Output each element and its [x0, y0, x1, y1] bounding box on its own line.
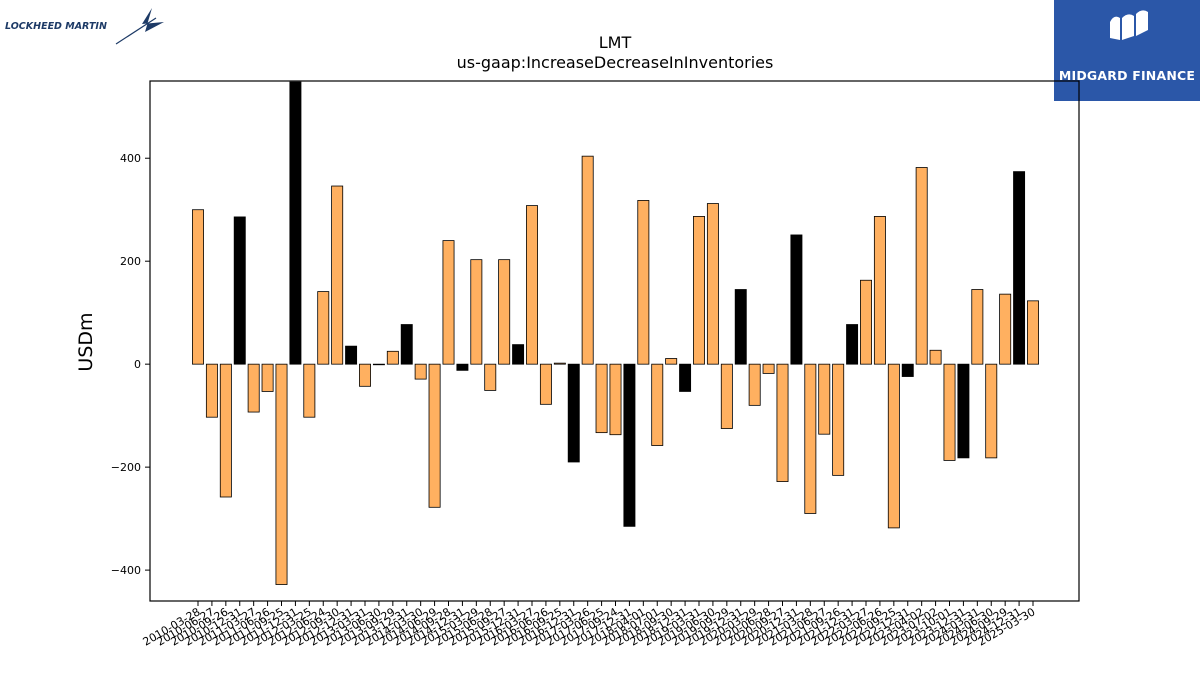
bar-2023-07-02 — [929, 349, 942, 365]
bar-2018-07-01 — [651, 363, 664, 446]
bar-2013-12-31 — [400, 324, 413, 365]
bar-2021-12-31 — [846, 324, 859, 365]
bar-2014-12-31 — [456, 363, 469, 371]
bar-2013-06-30 — [372, 363, 385, 366]
plot-frame — [149, 80, 1080, 602]
midgard-finance-logo: MIDGARD FINANCE — [1054, 0, 1200, 101]
bar-2021-09-26 — [832, 363, 845, 476]
chart-title: LMT — [599, 33, 632, 52]
bar-2011-06-26 — [261, 363, 274, 392]
bar-2011-09-25 — [275, 363, 288, 585]
bar-2011-12-31 — [289, 81, 302, 365]
bar-2020-06-28 — [762, 363, 775, 374]
bar-2014-06-29 — [428, 363, 441, 508]
logo-right-text: MIDGARD FINANCE — [1058, 68, 1196, 83]
bar-2017-12-31 — [623, 363, 636, 527]
bar-2012-09-30 — [331, 185, 344, 365]
bar-2022-03-27 — [860, 279, 872, 365]
bar-2024-06-30 — [985, 363, 998, 459]
bar-2023-04-02 — [915, 167, 928, 365]
bar-2019-12-31 — [734, 289, 747, 365]
bar-2012-12-31 — [345, 345, 358, 365]
bars-group — [192, 81, 1039, 585]
bar-2015-03-29 — [470, 259, 483, 365]
bar-2014-09-28 — [442, 240, 455, 365]
bar-2022-06-26 — [873, 216, 886, 365]
bar-2012-03-25 — [303, 363, 316, 418]
bar-2012-06-24 — [317, 291, 330, 365]
x-ticks-group: 2010-03-282010-06-272010-09-262010-12-31… — [141, 601, 1038, 649]
bar-2016-06-26 — [539, 363, 552, 405]
bar-2020-12-31 — [790, 234, 803, 365]
bar-2016-09-25 — [553, 362, 566, 365]
bar-2021-06-27 — [818, 363, 831, 435]
logo-left-text: LOCKHEED MARTIN — [5, 21, 107, 32]
bar-2020-03-29 — [748, 363, 761, 406]
bar-2016-12-31 — [567, 363, 580, 463]
chart-subtitle: us-gaap:IncreaseDecreaseInInventories — [457, 53, 774, 72]
bar-2014-03-30 — [414, 363, 427, 380]
midgard-m-icon — [1110, 10, 1148, 40]
bar-2010-12-31 — [233, 216, 246, 365]
bar-2025-03-30 — [1027, 300, 1039, 365]
bar-2023-10-01 — [943, 363, 956, 461]
y-tick-label: 0 — [134, 358, 141, 371]
lockheed-martin-logo: LOCKHEED MARTIN — [4, 4, 170, 48]
bar-2015-06-28 — [484, 363, 497, 391]
bar-2018-09-30 — [665, 358, 678, 365]
bar-2018-04-01 — [637, 200, 650, 365]
y-tick-label: 200 — [120, 255, 141, 268]
bar-2024-03-31 — [971, 289, 984, 365]
bar-2013-09-29 — [386, 350, 399, 365]
bar-2013-03-31 — [359, 363, 371, 387]
bar-2017-09-24 — [609, 363, 622, 436]
bar-2021-03-28 — [804, 363, 817, 514]
bar-2017-03-26 — [581, 155, 594, 365]
bar-2020-09-27 — [776, 363, 789, 482]
bar-2023-12-31 — [957, 363, 970, 459]
bar-2018-12-31 — [679, 363, 692, 392]
bar-2024-09-29 — [999, 293, 1012, 365]
bar-2016-03-27 — [526, 205, 538, 365]
bar-2022-09-25 — [887, 363, 900, 529]
bar-2015-09-27 — [498, 259, 511, 365]
bar-2010-03-28 — [192, 209, 204, 365]
bar-2024-12-31 — [1013, 171, 1026, 365]
bar-2010-06-27 — [205, 363, 218, 418]
bar-2017-06-25 — [595, 363, 608, 434]
bar-2022-12-31 — [901, 363, 914, 377]
y-axis-label: USDm — [75, 312, 97, 371]
bar-2011-03-27 — [247, 363, 260, 413]
bar-2019-06-30 — [706, 203, 719, 365]
bar-2010-09-26 — [219, 363, 232, 498]
bar-2019-03-31 — [693, 216, 705, 365]
y-tick-label: −400 — [111, 564, 141, 577]
lockheed-martin-star-icon: LOCKHEED MARTIN — [5, 8, 164, 45]
y-tick-label: −200 — [111, 461, 141, 474]
y-ticks-group: −400 −200 0 200 400 — [111, 152, 150, 577]
y-tick-label: 400 — [120, 152, 141, 165]
bar-2015-12-31 — [512, 344, 525, 365]
bar-2019-09-29 — [720, 363, 733, 429]
